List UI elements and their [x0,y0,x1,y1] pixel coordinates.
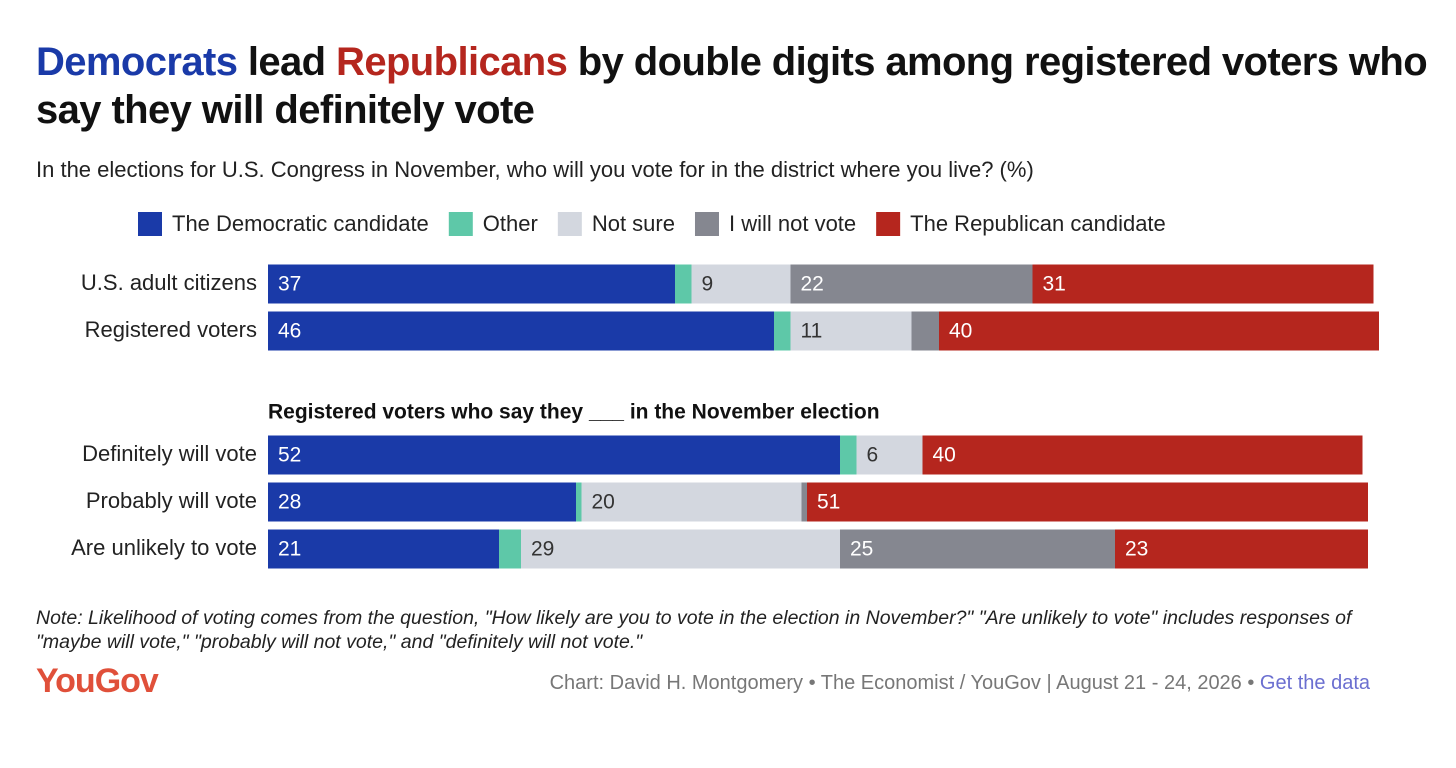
value-label: 40 [933,444,956,467]
legend-label: The Republican candidate [910,211,1166,236]
bar-segment [939,311,1379,351]
value-label: 6 [867,444,879,467]
title-part: Democrats [36,40,238,84]
legend-swatch [448,212,473,236]
value-label: 23 [1125,538,1148,561]
title-part: by double digits among registered voters… [36,40,1428,132]
value-label: 22 [801,273,824,296]
bar-segment [268,482,576,522]
bar-segment [922,435,1363,475]
legend-swatch [876,212,901,236]
group-heading: Registered voters who say they ___ in th… [268,401,880,424]
bar-segment [268,264,675,304]
bar-segment [801,482,807,522]
bar-segment [521,529,840,569]
bar-segment [268,435,840,475]
bar-segment [268,311,774,351]
legend-swatch [694,212,719,236]
data-link[interactable]: Get the data [1260,672,1371,694]
source-text: Chart: David H. Montgomery • The Economi… [550,672,1260,694]
value-label: 52 [278,444,301,467]
bar-segment [807,482,1368,522]
title-part: lead [237,40,337,84]
value-label: 31 [1043,273,1066,296]
value-label: 51 [817,491,840,514]
chart-title: Democrats lead Republicans by double dig… [36,38,1436,134]
value-label: 21 [278,538,301,561]
bar-segment [576,482,582,522]
value-label: 46 [278,320,301,343]
y-tick-label: Registered voters [85,317,257,342]
bar-segment [856,435,923,475]
logo: YouGov [36,662,159,700]
bar-segment [1115,529,1368,569]
chart-subtitle: In the elections for U.S. Congress in No… [36,157,1034,182]
legend-label: I will not vote [729,211,856,236]
bar-segment [268,529,499,569]
y-tick-label: Probably will vote [86,488,257,513]
value-label: 29 [531,538,554,561]
value-label: 20 [592,491,615,514]
y-tick-label: Are unlikely to vote [71,535,257,560]
bar-segment [840,529,1115,569]
bar-segment [790,264,1033,304]
y-tick-label: Definitely will vote [82,441,257,466]
bar-segment [581,482,802,522]
legend-label: Other [483,211,538,236]
bar-segment [1032,264,1374,304]
bar-segment [691,264,791,304]
title-part: Republicans [336,40,568,84]
bar-segment [499,529,521,569]
legend-swatch [557,212,582,236]
bar-segment [675,264,692,304]
bar-segment [840,435,857,475]
legend-label: Not sure [592,211,675,236]
note: Note: Likelihood of voting comes from th… [36,607,1352,653]
legend-swatch [138,212,162,236]
value-label: 25 [850,538,873,561]
bar-segment [774,311,791,351]
bar-segment [790,311,912,351]
value-label: 9 [702,273,714,296]
value-label: 40 [949,320,972,343]
source: Chart: David H. Montgomery • The Economi… [550,672,1371,694]
y-tick-label: U.S. adult citizens [81,270,257,295]
value-label: 37 [278,273,301,296]
value-label: 11 [801,320,823,343]
value-label: 28 [278,491,301,514]
bar-segment [911,311,939,351]
legend-label: The Democratic candidate [172,211,429,236]
